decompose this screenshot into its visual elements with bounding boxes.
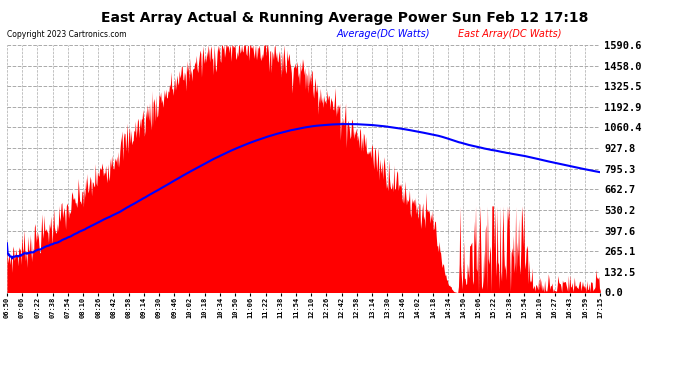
Text: East Array Actual & Running Average Power Sun Feb 12 17:18: East Array Actual & Running Average Powe… xyxy=(101,11,589,25)
Text: East Array(DC Watts): East Array(DC Watts) xyxy=(458,29,562,39)
Text: Average(DC Watts): Average(DC Watts) xyxy=(336,29,430,39)
Text: Copyright 2023 Cartronics.com: Copyright 2023 Cartronics.com xyxy=(8,30,127,39)
